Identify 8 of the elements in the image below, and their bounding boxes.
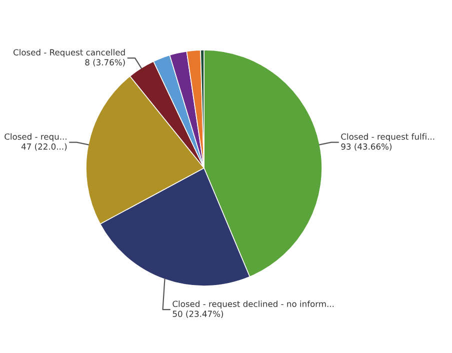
data-label: 93 (43.66%): [341, 143, 392, 151]
slice-label: Closed - request fulfi...: [341, 133, 434, 142]
slice-label: Closed - requ...: [4, 133, 66, 142]
slice-label: Closed - Request cancelled: [14, 49, 125, 58]
slice-label: Closed - request declined - no inform...: [172, 300, 334, 309]
data-label: 47 (22.0...): [21, 143, 67, 151]
data-label: 50 (23.47%): [172, 310, 224, 318]
data-label: 8 (3.76%): [85, 59, 125, 66]
